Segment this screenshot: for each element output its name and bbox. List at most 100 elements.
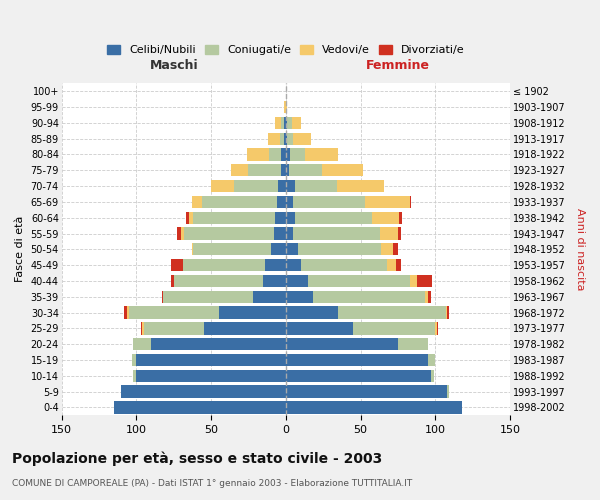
Bar	[271, 243, 286, 256]
Bar	[398, 228, 401, 239]
Bar	[293, 132, 311, 145]
Bar	[295, 180, 337, 192]
Bar	[193, 212, 275, 224]
Bar	[437, 322, 438, 334]
Bar	[287, 116, 292, 129]
Text: Femmine: Femmine	[366, 60, 430, 72]
Bar	[295, 212, 373, 224]
Bar	[151, 338, 286, 350]
Bar	[305, 148, 338, 160]
Text: Popolazione per età, sesso e stato civile - 2003: Popolazione per età, sesso e stato civil…	[12, 451, 382, 466]
Bar	[284, 101, 286, 113]
Bar	[293, 196, 365, 208]
Bar	[353, 322, 435, 334]
Bar	[136, 354, 286, 366]
Bar	[269, 148, 281, 160]
Bar	[286, 275, 308, 287]
Bar	[431, 370, 434, 382]
Bar	[121, 386, 286, 398]
Bar	[313, 290, 425, 303]
Bar	[284, 116, 286, 129]
Bar	[286, 290, 313, 303]
Bar	[286, 116, 287, 129]
Bar	[286, 212, 295, 224]
Bar	[181, 228, 184, 239]
Bar	[278, 180, 286, 192]
Bar	[129, 306, 218, 318]
Bar	[286, 148, 290, 160]
Bar	[447, 306, 449, 318]
Bar	[286, 228, 293, 239]
Bar	[218, 306, 286, 318]
Text: COMUNE DI CAMPOREALE (PA) - Dati ISTAT 1° gennaio 2003 - Elaborazione TUTTITALIA: COMUNE DI CAMPOREALE (PA) - Dati ISTAT 1…	[12, 479, 412, 488]
Bar	[286, 401, 462, 413]
Bar	[428, 290, 431, 303]
Bar	[338, 306, 446, 318]
Bar	[174, 275, 263, 287]
Bar	[365, 196, 410, 208]
Bar	[289, 164, 322, 176]
Bar	[425, 290, 428, 303]
Bar	[301, 259, 388, 272]
Bar	[286, 259, 301, 272]
Bar	[281, 116, 284, 129]
Bar	[265, 259, 286, 272]
Bar	[191, 196, 202, 208]
Bar	[144, 322, 203, 334]
Bar	[428, 354, 435, 366]
Bar	[248, 164, 281, 176]
Bar	[286, 132, 287, 145]
Bar	[124, 306, 127, 318]
Bar	[203, 322, 286, 334]
Bar	[268, 132, 280, 145]
Bar	[287, 132, 293, 145]
Bar	[136, 370, 286, 382]
Bar	[286, 322, 353, 334]
Bar	[184, 228, 274, 239]
Bar	[274, 228, 286, 239]
Bar	[447, 386, 449, 398]
Bar	[286, 386, 447, 398]
Bar	[446, 306, 447, 318]
Bar	[211, 180, 233, 192]
Bar	[247, 148, 269, 160]
Bar	[253, 290, 286, 303]
Bar	[263, 275, 286, 287]
Bar	[188, 212, 193, 224]
Bar	[397, 259, 401, 272]
Bar	[373, 212, 400, 224]
Bar	[308, 275, 410, 287]
Legend: Celibi/Nubili, Coniugati/e, Vedovi/e, Divorziati/e: Celibi/Nubili, Coniugati/e, Vedovi/e, Di…	[105, 42, 467, 58]
Bar	[281, 148, 286, 160]
Bar	[186, 212, 188, 224]
Bar	[275, 116, 281, 129]
Bar	[114, 401, 286, 413]
Bar	[435, 322, 437, 334]
Bar	[171, 275, 174, 287]
Text: Maschi: Maschi	[149, 60, 198, 72]
Bar	[380, 228, 398, 239]
Bar	[163, 290, 253, 303]
Bar	[290, 148, 305, 160]
Bar	[286, 306, 338, 318]
Bar	[286, 354, 428, 366]
Bar	[230, 164, 248, 176]
Bar	[127, 306, 129, 318]
Bar	[191, 243, 193, 256]
Bar	[337, 180, 385, 192]
Bar	[202, 196, 277, 208]
Bar	[286, 196, 293, 208]
Bar	[292, 116, 301, 129]
Bar	[382, 243, 394, 256]
Bar	[298, 243, 382, 256]
Bar	[322, 164, 364, 176]
Bar	[171, 259, 183, 272]
Bar	[133, 370, 136, 382]
Bar	[400, 212, 403, 224]
Bar	[193, 243, 271, 256]
Bar	[141, 322, 142, 334]
Bar	[394, 243, 398, 256]
Bar	[286, 243, 298, 256]
Bar	[132, 354, 136, 366]
Bar	[281, 164, 286, 176]
